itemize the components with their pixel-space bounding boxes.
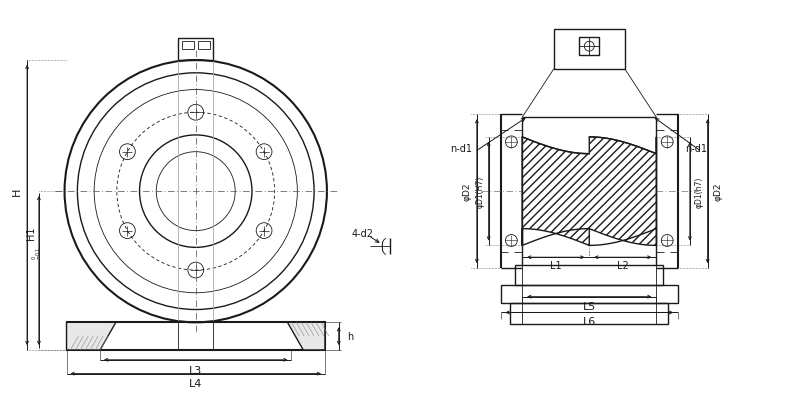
Text: H1: H1 [26, 226, 36, 240]
Text: L1: L1 [550, 260, 562, 271]
Text: h: h [348, 331, 353, 341]
Polygon shape [67, 322, 116, 350]
Bar [198, 42, 209, 50]
Text: H: H [13, 188, 22, 196]
Text: $^0_{-0.1}$: $^0_{-0.1}$ [30, 246, 43, 259]
Bar [511, 303, 668, 324]
Bar [579, 38, 599, 56]
Text: L5: L5 [582, 301, 596, 311]
Text: L3: L3 [189, 365, 202, 375]
Bar [178, 39, 213, 61]
Text: 4-d2: 4-d2 [352, 228, 373, 238]
Text: n-d1: n-d1 [685, 143, 707, 153]
Text: n-d1: n-d1 [450, 143, 472, 153]
Bar [554, 30, 625, 70]
Bar [182, 42, 194, 50]
Bar [67, 322, 325, 350]
Polygon shape [523, 138, 656, 246]
Text: φD1(H7): φD1(H7) [475, 176, 484, 208]
Text: L6: L6 [582, 317, 596, 326]
Bar [501, 285, 678, 303]
Text: φD2: φD2 [713, 182, 722, 201]
Text: φD1(h7): φD1(h7) [694, 176, 704, 207]
Bar [515, 265, 663, 285]
Text: φD2: φD2 [463, 182, 471, 201]
Text: L4: L4 [189, 379, 202, 388]
Polygon shape [287, 322, 325, 350]
Text: L2: L2 [617, 260, 629, 271]
